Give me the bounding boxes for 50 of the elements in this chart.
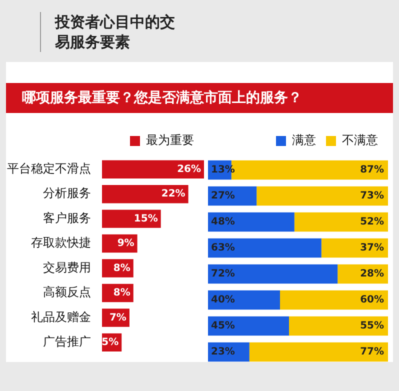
legend-label: 满意	[292, 133, 316, 148]
bar	[208, 290, 280, 310]
y-tick-label: 分析服务	[43, 186, 91, 200]
data-label: 27%	[211, 190, 235, 202]
data-label: 60%	[360, 294, 384, 306]
bar	[102, 210, 161, 228]
y-tick-label: 平台稳定不滑点	[7, 161, 91, 176]
data-label: 72%	[211, 268, 235, 280]
y-tick-label: 广告推广	[43, 334, 91, 349]
y-tick-label: 客户服务	[43, 210, 91, 225]
bar	[208, 316, 289, 336]
data-label: 7%	[109, 312, 126, 324]
bar	[208, 264, 338, 284]
data-label: 37%	[360, 242, 384, 254]
bar	[208, 238, 322, 258]
data-label: 9%	[117, 238, 134, 250]
data-label: 26%	[177, 164, 201, 175]
chart-subtitle: 投资者心目中的交易服务要素	[40, 12, 175, 52]
data-label: 87%	[360, 164, 384, 176]
data-label: 22%	[161, 188, 186, 200]
legend-label: 不满意	[342, 133, 378, 148]
data-label: 55%	[360, 320, 384, 332]
bar	[289, 316, 388, 336]
data-label: 52%	[360, 216, 384, 228]
data-label: 48%	[211, 216, 235, 228]
bar	[102, 184, 188, 204]
data-label: 40%	[211, 294, 235, 306]
data-label: 8%	[113, 262, 130, 274]
bar	[208, 212, 294, 232]
data-label: 28%	[360, 268, 384, 280]
data-label: 45%	[211, 320, 235, 332]
data-label: 77%	[360, 346, 384, 358]
y-tick-label: 存取款快捷	[31, 236, 91, 250]
y-tick-label: 交易费用	[43, 260, 91, 274]
bar	[256, 186, 388, 206]
y-tick-label: 高额反点	[43, 285, 91, 300]
data-label: 63%	[211, 242, 235, 254]
bar	[249, 342, 388, 362]
y-tick-label: 礼品及赠金	[31, 310, 91, 324]
bar	[294, 212, 388, 232]
data-label: 73%	[360, 190, 384, 202]
bar	[321, 238, 388, 258]
data-label: 23%	[211, 346, 235, 358]
bar	[102, 160, 204, 178]
bar	[280, 290, 388, 310]
chart-title: 哪项服务最重要？您是否满意市面上的服务？	[6, 83, 393, 113]
data-label: 5%	[102, 337, 119, 348]
data-label: 15%	[134, 213, 158, 224]
data-label: 8%	[113, 288, 130, 299]
legend-label: 最为重要	[146, 133, 194, 148]
